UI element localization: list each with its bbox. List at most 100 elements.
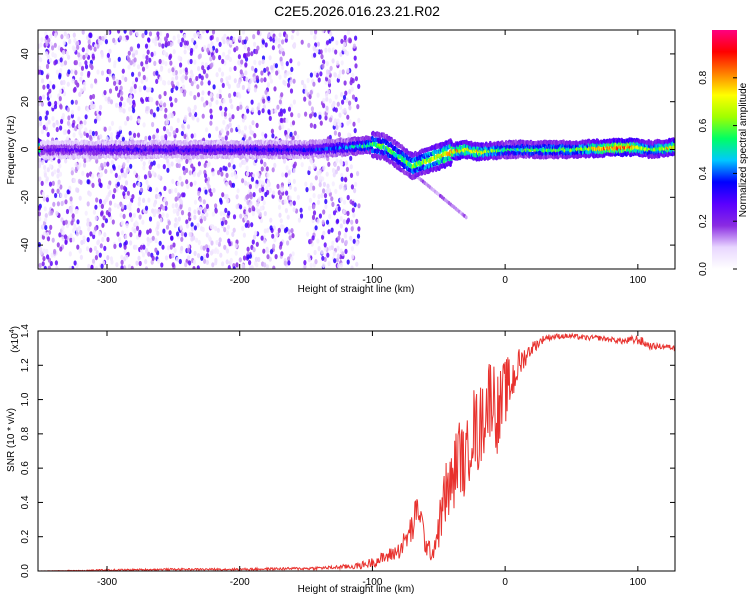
noise-speckle [41,94,46,100]
noise-speckle [303,260,307,266]
noise-speckle [339,159,343,165]
noise-speckle [254,67,258,73]
noise-speckle [209,114,213,120]
noise-speckle [170,80,174,86]
noise-speckle [40,37,44,43]
noise-speckle [202,102,207,108]
noise-speckle [281,51,286,57]
noise-speckle [184,67,188,73]
noise-speckle [122,101,126,108]
noise-speckle [179,62,183,68]
noise-speckle [279,56,283,62]
noise-speckle [228,122,232,128]
noise-speckle [291,233,295,239]
noise-speckle [192,259,196,265]
noise-speckle [221,82,225,88]
noise-speckle [61,112,65,119]
noise-speckle [308,94,312,100]
noise-speckle [215,99,219,105]
noise-speckle [331,181,335,187]
noise-speckle [216,227,220,233]
noise-speckle [228,75,232,81]
noise-speckle [146,241,150,247]
noise-speckle [269,217,273,223]
noise-speckle [215,126,219,132]
noise-speckle [264,191,268,198]
noise-speckle [53,60,57,66]
noise-speckle [238,257,242,263]
noise-speckle [106,161,110,167]
noise-speckle [329,65,333,71]
noise-speckle [169,60,173,66]
noise-speckle [309,30,314,36]
noise-speckle [229,39,233,46]
noise-speckle [350,226,354,232]
noise-speckle [141,252,146,258]
noise-speckle [81,30,85,35]
noise-speckle [287,179,291,185]
noise-speckle [55,265,59,269]
noise-speckle [204,173,208,179]
noise-speckle [120,230,125,236]
noise-speckle [346,68,350,74]
noise-speckle [253,41,257,47]
noise-speckle [132,108,136,114]
noise-speckle [123,30,127,34]
noise-speckle [235,45,239,51]
noise-speckle [318,182,322,188]
noise-speckle [120,254,124,260]
noise-speckle [336,165,340,171]
noise-speckle [53,169,57,175]
noise-speckle [199,206,203,212]
noise-speckle [71,78,75,84]
noise-speckle [339,104,343,110]
noise-speckle [77,52,81,58]
noise-speckle [223,227,227,233]
noise-speckle [244,215,248,222]
noise-speckle [239,213,243,219]
noise-speckle [146,236,150,242]
noise-speckle [314,225,318,231]
noise-speckle [72,177,76,184]
noise-speckle [329,117,333,123]
noise-speckle [65,34,70,40]
noise-speckle [71,265,75,269]
noise-speckle [193,104,197,110]
noise-speckle [230,104,234,110]
noise-speckle [195,237,199,243]
noise-speckle [321,30,325,34]
noise-speckle [249,191,253,197]
noise-speckle [349,164,353,170]
noise-speckle [107,211,111,218]
noise-speckle [196,117,200,123]
noise-speckle [281,172,285,178]
noise-speckle [259,205,263,211]
noise-speckle [261,180,265,186]
noise-speckle [265,166,269,172]
noise-speckle [140,78,144,84]
noise-speckle [42,124,46,130]
noise-speckle [154,237,158,244]
noise-speckle [178,175,182,181]
noise-speckle [155,128,160,134]
noise-speckle [231,114,235,120]
noise-speckle [92,103,96,109]
noise-speckle [316,92,320,98]
noise-speckle [308,205,312,211]
noise-speckle [139,187,143,193]
noise-speckle [231,182,236,188]
noise-speckle [141,66,146,72]
noise-speckle [282,158,287,164]
noise-speckle [348,105,352,111]
noise-speckle [260,70,264,76]
noise-speckle [57,158,61,164]
noise-speckle [124,120,128,126]
noise-speckle [159,217,163,223]
noise-speckle [44,217,48,223]
noise-speckle [69,206,73,212]
noise-speckle [59,184,63,190]
noise-speckle [352,212,356,218]
noise-speckle [325,105,329,111]
noise-speckle [137,118,141,124]
noise-speckle [67,69,71,75]
